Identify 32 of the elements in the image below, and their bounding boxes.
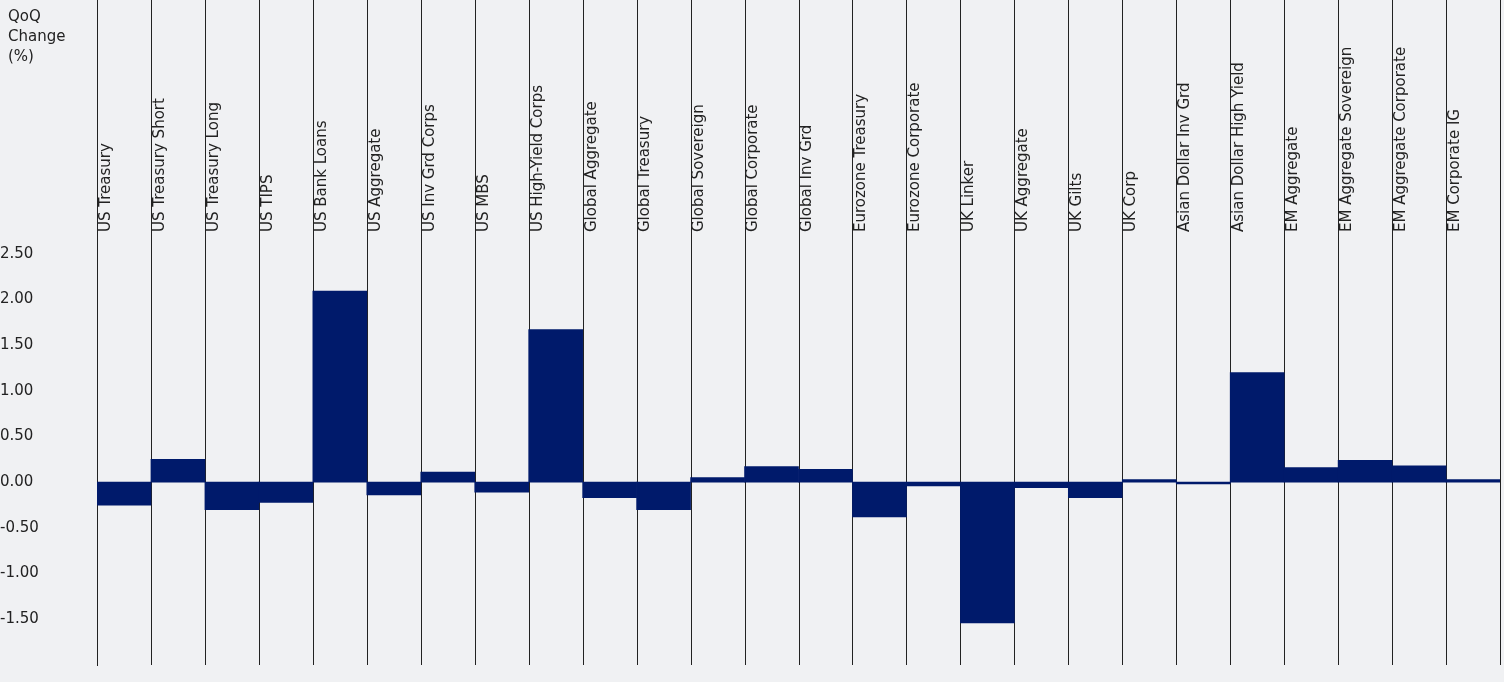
x-tick-label: Asian Dollar Inv Grd	[1175, 82, 1194, 232]
y-tick-label: 2.50	[0, 243, 34, 262]
y-tick-label: 1.00	[0, 380, 34, 399]
y-tick-label: 1.50	[0, 335, 34, 353]
x-tick-label: US Treasury Short	[149, 98, 168, 232]
x-tick-label: UK Corp	[1121, 171, 1140, 232]
y-tick-label: -0.50	[0, 517, 39, 536]
x-tick-label: UK Gilts	[1067, 172, 1086, 232]
y-tick-label: -1.50	[0, 609, 39, 628]
x-tick-label: US Aggregate	[365, 128, 384, 232]
x-tick-label: US Inv Grd Corps	[419, 104, 438, 232]
x-tick-label: Global Aggregate	[581, 101, 600, 232]
x-tick-label: US MBS	[473, 174, 492, 232]
x-tick-label: Eurozone Corporate	[905, 82, 924, 232]
x-tick-label: US Bank Loans	[311, 120, 330, 232]
y-tick-label: -1.00	[0, 563, 39, 582]
x-tick-label: US Treasury Long	[203, 102, 222, 232]
x-tick-label: US High-Yield Corps	[527, 84, 546, 232]
y-axis-title: QoQ Change (%)	[8, 6, 67, 66]
x-tick-label: UK Linker	[959, 160, 978, 232]
y-tick-label: 2.00	[0, 289, 34, 308]
x-tick-label: Asian Dollar High Yield	[1229, 62, 1248, 232]
x-tick-label: EM Aggregate Corporate	[1390, 46, 1409, 232]
x-tick-label: US Treasury	[95, 143, 114, 232]
x-tick-label: US TIPS	[257, 174, 276, 232]
y-tick-label: 0.50	[0, 426, 34, 445]
x-tick-label: UK Aggregate	[1013, 128, 1032, 232]
x-tick-label: Eurozone Treasury	[851, 93, 870, 232]
x-tick-label: EM Corporate IG	[1444, 109, 1463, 232]
x-tick-label: EM Aggregate	[1283, 126, 1302, 232]
y-tick-label: 0.00	[0, 472, 34, 491]
x-tick-label: EM Aggregate Sovereign	[1336, 46, 1355, 232]
